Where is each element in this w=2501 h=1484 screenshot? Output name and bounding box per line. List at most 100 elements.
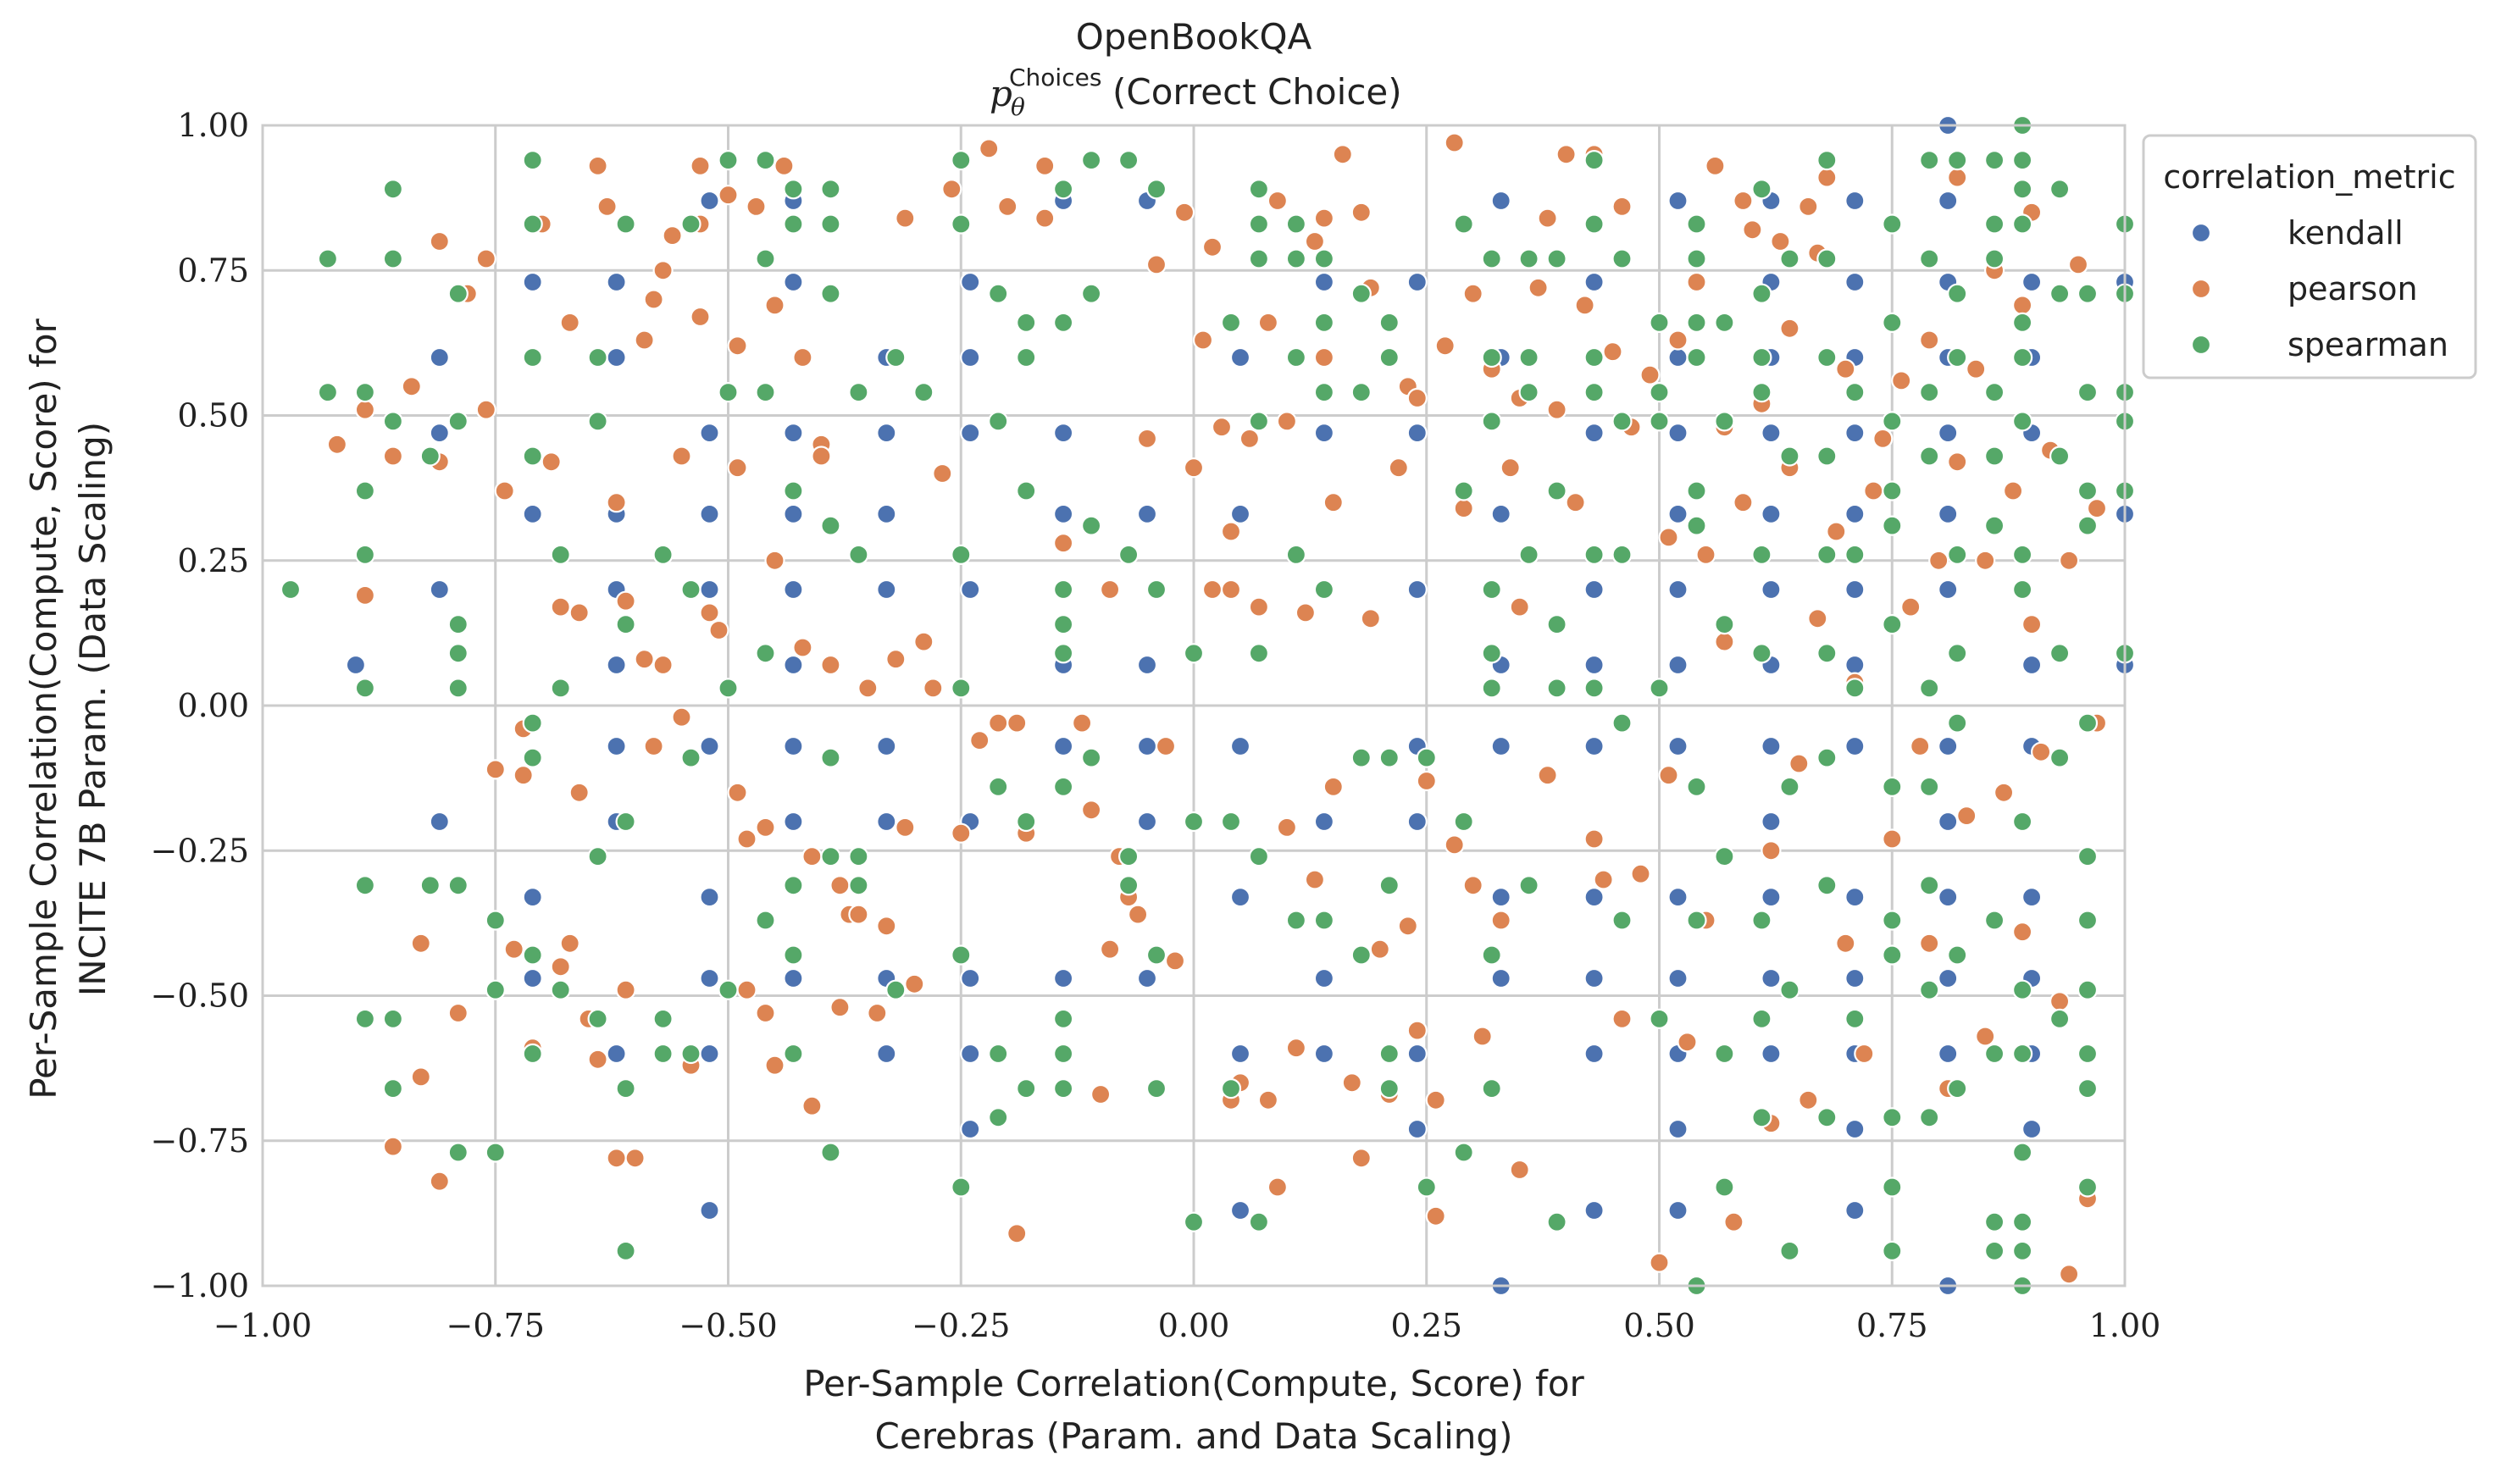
data-point-pearson <box>941 179 962 200</box>
data-point-kendall <box>960 423 981 444</box>
data-point-pearson <box>932 462 953 485</box>
data-point-spearman <box>1313 382 1335 403</box>
data-point-pearson <box>848 904 869 925</box>
data-point-pearson <box>671 706 692 728</box>
data-point-pearson <box>1416 770 1437 792</box>
data-point-kendall <box>699 735 720 757</box>
data-point-pearson <box>2021 613 2043 635</box>
series-spearman <box>280 114 2136 1297</box>
data-point-kendall <box>1229 886 1251 908</box>
data-point-kendall <box>1761 735 1782 757</box>
x-tick-label: −0.50 <box>679 1307 777 1344</box>
data-point-kendall <box>960 967 981 989</box>
data-point-spearman <box>1947 712 1968 734</box>
data-point-spearman <box>317 248 338 269</box>
data-point-spearman <box>2077 283 2099 304</box>
data-point-spearman <box>1583 544 1605 566</box>
data-point-pearson <box>1369 939 1390 960</box>
data-point-pearson <box>1509 596 1530 617</box>
data-point-pearson <box>1630 863 1651 884</box>
data-point-spearman <box>2012 1240 2033 1262</box>
data-point-pearson <box>606 1148 627 1169</box>
data-point-kendall <box>1938 190 1959 212</box>
data-point-spearman <box>988 1043 1009 1065</box>
data-point-spearman <box>848 544 869 566</box>
data-point-spearman <box>2012 544 2033 566</box>
data-point-spearman <box>1844 382 1866 403</box>
data-point-kendall <box>699 1199 720 1221</box>
data-point-kendall <box>876 503 897 525</box>
legend-marker-kendall <box>2190 222 2212 244</box>
data-point-spearman <box>2012 150 2033 171</box>
data-point-kendall <box>699 503 720 525</box>
data-point-pearson <box>596 196 618 217</box>
data-point-kendall <box>1136 654 1158 676</box>
data-point-spearman <box>1611 712 1633 734</box>
data-point-spearman <box>615 1240 636 1262</box>
data-point-spearman <box>1816 544 1838 566</box>
data-point-pearson <box>690 306 711 328</box>
data-point-spearman <box>1016 346 1037 368</box>
data-point-spearman <box>522 747 543 768</box>
data-point-pearson <box>550 596 571 617</box>
data-point-spearman <box>1714 1177 1735 1198</box>
data-point-spearman <box>1481 1077 1502 1099</box>
data-point-spearman <box>1052 312 1074 333</box>
data-point-spearman <box>382 1008 403 1030</box>
data-point-pearson <box>485 759 506 780</box>
data-point-kendall <box>783 811 804 833</box>
data-point-pearson <box>764 295 785 316</box>
data-point-pearson <box>1006 1223 1028 1244</box>
data-point-kendall <box>1406 423 1428 444</box>
data-point-kendall <box>522 967 543 989</box>
data-point-spearman <box>550 678 571 699</box>
data-point-kendall <box>1667 503 1689 525</box>
data-point-spearman <box>615 1077 636 1099</box>
data-point-spearman <box>1248 643 1270 664</box>
data-point-spearman <box>1714 312 1735 333</box>
data-point-pearson <box>1537 765 1558 786</box>
data-point-pearson <box>1434 335 1456 357</box>
data-point-pearson <box>1304 869 1326 890</box>
data-point-spearman <box>1117 150 1140 171</box>
data-point-pearson <box>1192 329 1214 351</box>
data-point-pearson <box>1462 283 1483 304</box>
data-point-pearson <box>876 916 897 937</box>
data-point-kendall <box>522 503 543 525</box>
data-point-pearson <box>1565 492 1586 513</box>
data-point-pearson <box>559 933 580 954</box>
data-point-pearson <box>634 649 655 670</box>
data-point-pearson <box>1816 167 1838 188</box>
data-point-kendall <box>960 271 981 293</box>
series-pearson <box>326 132 2108 1285</box>
data-point-spearman <box>1779 979 1800 1000</box>
data-point-spearman <box>1882 910 1903 931</box>
data-point-pearson <box>447 1002 469 1024</box>
data-point-spearman <box>1984 1240 2005 1262</box>
data-point-spearman <box>1378 1043 1400 1065</box>
data-point-pearson <box>2031 741 2052 762</box>
x-axis-label-line2: Cerebras (Param. and Data Scaling) <box>875 1415 1513 1457</box>
data-point-spearman <box>1611 411 1633 432</box>
data-point-spearman <box>2077 382 2099 403</box>
data-point-kendall <box>1583 1043 1605 1065</box>
data-point-pearson <box>801 845 823 867</box>
data-point-pearson <box>1071 712 1093 734</box>
data-point-spearman <box>1183 1211 1205 1232</box>
data-point-spearman <box>2077 1077 2099 1099</box>
data-point-spearman <box>1984 446 2005 467</box>
legend-marker-spearman <box>2190 334 2212 356</box>
data-point-kendall <box>1667 579 1689 601</box>
data-point-pearson <box>354 584 375 606</box>
data-point-spearman <box>1453 1142 1474 1163</box>
data-point-pearson <box>634 329 655 351</box>
data-point-spearman <box>1751 1107 1772 1128</box>
data-point-pearson <box>690 155 711 176</box>
data-point-kendall <box>876 1043 897 1065</box>
data-point-spearman <box>1984 248 2005 269</box>
data-point-spearman <box>354 480 375 501</box>
data-point-spearman <box>820 179 841 200</box>
data-point-kendall <box>1490 735 1511 757</box>
data-point-spearman <box>354 1008 375 1030</box>
